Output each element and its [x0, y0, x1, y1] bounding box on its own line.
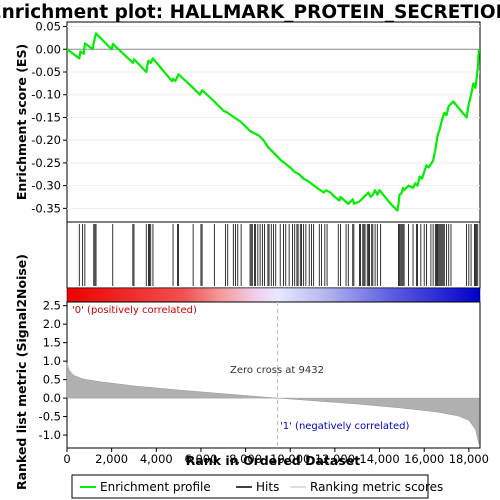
ranking-metric-area: [66, 362, 480, 445]
metric-y-tick-label: 1.0: [43, 354, 61, 368]
x-tick-label: 18,000: [449, 452, 489, 466]
metric-y-label: Ranked list metric (Signal2Noise): [14, 254, 29, 490]
legend-label-ranking-metric: Ranking metric scores: [310, 480, 443, 494]
es-y-tick-label: 0.05: [35, 20, 61, 34]
es-gridlines: [67, 26, 480, 209]
legend-label-enrichment-profile: Enrichment profile: [100, 480, 211, 494]
chart-title: Enrichment plot: HALLMARK_PROTEIN_SECRET…: [0, 2, 500, 23]
hit-marks: [78, 224, 479, 286]
x-tick-label: 8,000: [229, 452, 262, 466]
x-tick-label: 16,000: [404, 452, 444, 466]
x-tick-label: 2,000: [95, 452, 128, 466]
metric-area: [66, 362, 480, 445]
es-panel-frame: [66, 21, 481, 223]
rank-colorbar: [66, 287, 481, 303]
x-tick-label: 4,000: [140, 452, 173, 466]
positive-correlation-label: '0' (positively correlated): [72, 305, 197, 316]
metric-y-tick-label: 2.0: [43, 317, 61, 331]
es-y-tick-label: -0.10: [31, 88, 61, 102]
x-tick-label: 6,000: [184, 452, 217, 466]
es-y-tick-label: 0.00: [35, 42, 61, 56]
es-y-label: Enrichment score (ES): [14, 44, 29, 200]
es-panel: 0.05 0.00 -0.05 -0.10 -0.15 -0.20 -0.25 -0.30 -0…: [14, 20, 481, 223]
enrichment-profile-line: [66, 32, 480, 212]
metric-panel-frame: [66, 301, 481, 449]
x-tick-label: 10,000: [270, 452, 310, 466]
metric-y-tick-label: 2.5: [43, 299, 61, 313]
legend: Enrichment profile Hits Ranking metric s…: [71, 474, 443, 499]
es-y-tick-label: -0.25: [31, 156, 61, 170]
x-axis-label: Rank in Ordered Dataset: [186, 453, 360, 468]
metric-y-tick-label: -0.5: [39, 410, 61, 424]
x-axis-ticks: 0 2,000 4,000 6,000 8,000 10,000 12,000 14,000 1…: [63, 448, 489, 466]
metric-y-tick-label: 0.0: [43, 391, 61, 405]
metric-y-tick-label: 1.5: [43, 336, 61, 350]
es-series: [66, 32, 480, 212]
metric-panel: 2.5 2.0 1.5 1.0 0.5 0.0 -0.5 -1.0 '0' (positive…: [14, 254, 481, 490]
es-y-tick-label: -0.35: [31, 201, 61, 215]
negative-correlation-label: '1' (negatively correlated): [280, 421, 409, 432]
metric-y-tick-label: -1.0: [39, 428, 61, 442]
es-y-tick-label: -0.15: [31, 110, 61, 124]
legend-label-hits: Hits: [256, 480, 279, 494]
metric-y-ticks: 2.5 2.0 1.5 1.0 0.5 0.0 -0.5 -1.0: [39, 299, 67, 442]
x-tick-label: 14,000: [359, 452, 399, 466]
x-tick-label: 0: [63, 452, 70, 466]
es-y-tick-label: -0.20: [31, 133, 61, 147]
es-y-ticks: 0.05 0.00 -0.05 -0.10 -0.15 -0.20 -0.25 -0.30 -0…: [31, 20, 67, 215]
es-y-tick-label: -0.05: [31, 65, 61, 79]
x-tick-label: 12,000: [315, 452, 355, 466]
hits-panel: [66, 221, 481, 289]
metric-y-tick-label: 0.5: [43, 373, 61, 387]
es-y-tick-label: -0.30: [31, 179, 61, 193]
zero-cross-label: Zero cross at 9432: [230, 365, 324, 376]
